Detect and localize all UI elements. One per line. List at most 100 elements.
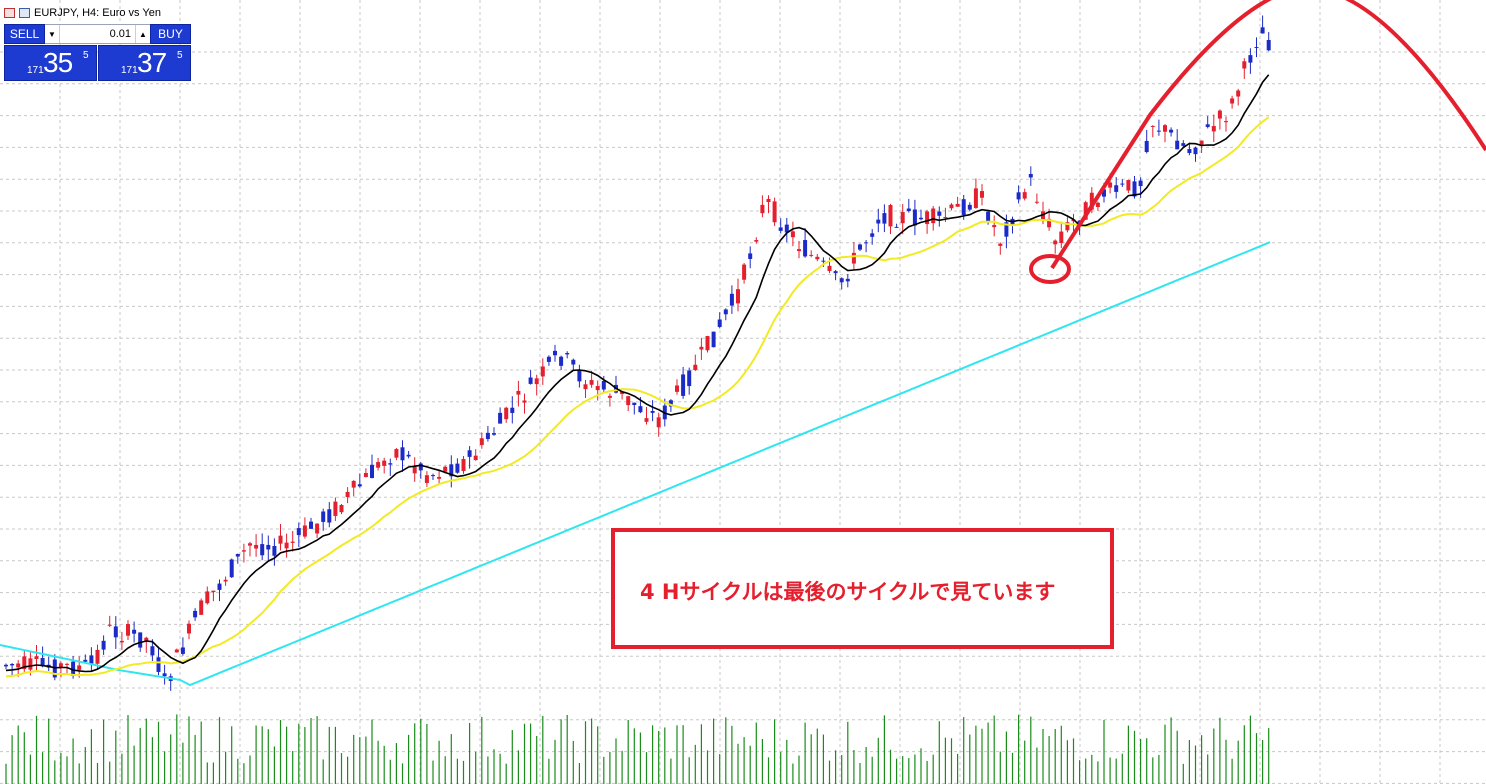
candle-body <box>1205 124 1210 127</box>
candle-body <box>888 204 893 227</box>
candle-body <box>95 649 100 664</box>
candle-body <box>254 544 259 549</box>
candle-body <box>1260 27 1265 34</box>
candle-body <box>986 211 991 223</box>
sell-button[interactable]: SELL <box>4 24 45 44</box>
candle-body <box>1224 121 1228 123</box>
candle-body <box>809 254 814 256</box>
decrease-lot-icon[interactable]: ▼ <box>48 29 56 39</box>
candle-body <box>833 271 838 274</box>
candle-body <box>199 600 204 615</box>
candle-body <box>626 396 631 406</box>
candle-body <box>217 583 222 590</box>
candle-body <box>748 253 753 259</box>
candle-body <box>89 655 94 664</box>
candle-body <box>644 418 649 422</box>
candle-body <box>711 331 716 348</box>
candle-body <box>912 209 917 226</box>
candle-body <box>1114 185 1119 192</box>
buy-button[interactable]: BUY <box>150 24 191 44</box>
candle-body <box>492 433 496 435</box>
candle-body <box>418 463 423 471</box>
candle-body <box>4 664 8 667</box>
candle-body <box>22 656 27 670</box>
candle-body <box>565 352 570 355</box>
candle-body <box>180 647 185 654</box>
candle-body <box>1169 129 1174 133</box>
candle-body <box>144 637 149 641</box>
candle-body <box>412 466 417 474</box>
candle-body <box>339 505 344 513</box>
candle-body <box>583 384 588 390</box>
candle-body <box>248 543 252 546</box>
candle-body <box>815 256 820 260</box>
candle-body <box>309 521 313 529</box>
candle-body <box>479 438 484 446</box>
candle-body <box>187 623 191 634</box>
candle-body <box>58 663 63 669</box>
candle-body <box>919 217 923 220</box>
candle-body <box>967 204 972 210</box>
candle-body <box>699 346 704 350</box>
candle-body <box>1211 126 1216 132</box>
candle-body <box>406 454 411 457</box>
candle-body <box>1199 140 1204 146</box>
candle-body <box>455 463 460 473</box>
sell-price-button[interactable]: 171 35 5 <box>4 45 97 81</box>
candle-body <box>1150 125 1155 127</box>
candle-body <box>424 475 429 483</box>
candle-body <box>132 629 137 634</box>
candle-body <box>1095 202 1100 208</box>
candle-body <box>675 385 679 392</box>
candle-body <box>760 204 765 214</box>
candle-body <box>467 450 472 457</box>
candle-body <box>839 278 844 283</box>
candle-body <box>101 640 106 650</box>
lot-size-input[interactable]: 0.01 <box>59 25 136 43</box>
candle-body <box>1230 98 1235 104</box>
candle-body <box>736 289 740 304</box>
candle-body <box>485 432 490 440</box>
candle-body <box>546 356 551 362</box>
candle-body <box>284 542 289 549</box>
candle-body <box>882 213 887 224</box>
candle-body <box>1163 125 1167 132</box>
increase-lot-icon[interactable]: ▲ <box>139 29 147 39</box>
candle-body <box>797 249 801 252</box>
candle-body <box>1236 90 1241 97</box>
candle-body <box>1083 202 1088 220</box>
candle-body <box>705 336 710 351</box>
candle-body <box>1053 240 1058 245</box>
one-click-trade-panel: SELL ▼ 0.01 ▲ BUY 171 35 5 171 37 5 <box>4 24 191 81</box>
candle-body <box>1034 201 1039 203</box>
buy-price-button[interactable]: 171 37 5 <box>98 45 191 81</box>
candle-body <box>1028 174 1033 178</box>
volume-histogram <box>5 714 1270 784</box>
candle-body <box>345 491 350 498</box>
chart-window-icon <box>4 8 15 18</box>
candle-body <box>376 462 381 468</box>
candle-body <box>1156 130 1161 132</box>
candle-body <box>632 402 637 406</box>
candle-body <box>553 350 557 356</box>
candle-body <box>1193 147 1198 155</box>
candle-body <box>992 225 997 228</box>
sell-price-main: 35 <box>43 47 73 78</box>
candle-body <box>223 579 228 582</box>
chart-title-bar: EURJPY, H4: Euro vs Yen <box>4 5 161 21</box>
candle-body <box>851 252 856 264</box>
buy-price-main: 37 <box>137 47 167 78</box>
candle-body <box>1120 183 1125 185</box>
candle-body <box>107 624 112 626</box>
candle-body <box>528 377 533 384</box>
candle-body <box>83 659 88 662</box>
lot-size-stepper[interactable]: ▼ 0.01 ▲ <box>45 24 150 44</box>
candle-body <box>1022 192 1027 199</box>
candle-body <box>1016 192 1021 200</box>
sell-price-prefix: 171 <box>27 65 44 76</box>
candle-body <box>949 204 954 209</box>
candle-body <box>784 224 789 233</box>
candle-body <box>1102 189 1106 197</box>
